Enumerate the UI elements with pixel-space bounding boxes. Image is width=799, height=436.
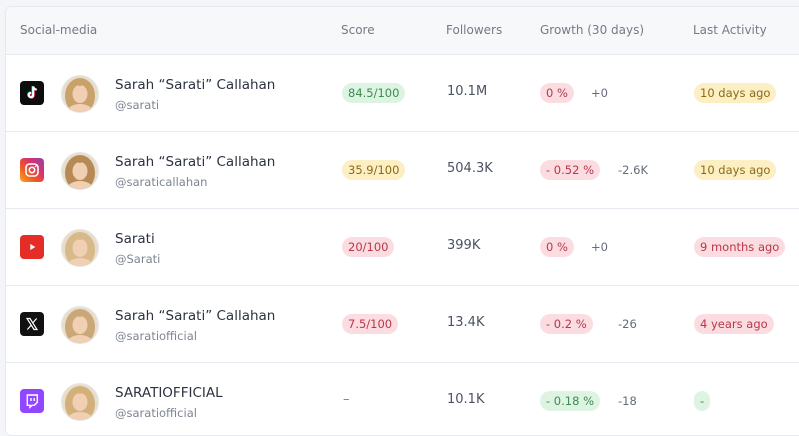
table-row[interactable]: SARATIOFFICIAL @saratiofficial – 10.1K - 0.1…: [6, 363, 799, 435]
avatar: [61, 152, 99, 190]
tiktok-icon: [20, 81, 44, 105]
table-row[interactable]: Sarah “Sarati” Callahan @sarati 84.5/100 10…: [6, 55, 799, 132]
profile-handle[interactable]: @Sarati: [115, 252, 161, 266]
score-empty: –: [343, 392, 350, 407]
avatar: [61, 75, 99, 113]
column-header-score[interactable]: Score: [341, 23, 375, 37]
followers-count: 13.4K: [447, 315, 485, 330]
growth-delta: -2.6K: [618, 163, 648, 177]
growth-badge: - 0.18 %: [540, 391, 600, 411]
column-header-followers[interactable]: Followers: [446, 23, 503, 37]
table-row[interactable]: Sarati @Sarati 20/100 399K 0 % +0 9 months ago: [6, 209, 799, 286]
score-badge: 84.5/100: [342, 83, 406, 103]
social-media-table: Social-media Score Followers Growth (30 …: [5, 6, 799, 436]
profile-handle[interactable]: @saratiofficial: [115, 406, 197, 420]
avatar: [61, 383, 99, 421]
growth-delta: -18: [618, 394, 637, 408]
avatar: [61, 306, 99, 344]
followers-count: 504.3K: [447, 161, 493, 176]
table-header: Social-media Score Followers Growth (30 …: [6, 7, 799, 55]
column-header-growth[interactable]: Growth (30 days): [540, 23, 645, 37]
growth-badge: 0 %: [540, 237, 574, 257]
last-activity-badge: 4 years ago: [694, 314, 774, 334]
table-row[interactable]: Sarah “Sarati” Callahan @saratiofficial 7.…: [6, 286, 799, 363]
table-row[interactable]: Sarah “Sarati” Callahan @saraticallahan 35…: [6, 132, 799, 209]
last-activity-badge: -: [694, 391, 711, 411]
x-icon: [20, 312, 44, 336]
last-activity-badge: 10 days ago: [694, 83, 777, 103]
profile-name[interactable]: Sarah “Sarati” Callahan: [115, 77, 276, 93]
growth-badge: - 0.52 %: [540, 160, 600, 180]
followers-count: 10.1K: [447, 392, 485, 407]
score-badge: 35.9/100: [342, 160, 406, 180]
avatar: [61, 229, 99, 267]
score-badge: 20/100: [342, 237, 395, 257]
growth-delta: -26: [618, 317, 637, 331]
followers-count: 399K: [447, 238, 481, 253]
column-header-social-media[interactable]: Social-media: [20, 23, 98, 37]
followers-count: 10.1M: [447, 84, 488, 99]
twitch-icon: [20, 389, 44, 413]
youtube-icon: [20, 235, 44, 259]
profile-handle[interactable]: @sarati: [115, 98, 160, 112]
profile-handle[interactable]: @saraticallahan: [115, 175, 208, 189]
last-activity-badge: 9 months ago: [694, 237, 786, 257]
profile-name[interactable]: Sarati: [115, 231, 155, 247]
profile-handle[interactable]: @saratiofficial: [115, 329, 197, 343]
last-activity-badge: 10 days ago: [694, 160, 777, 180]
instagram-icon: [20, 158, 44, 182]
profile-name[interactable]: Sarah “Sarati” Callahan: [115, 308, 276, 324]
growth-delta: +0: [591, 86, 608, 100]
growth-badge: - 0.2 %: [540, 314, 593, 334]
profile-name[interactable]: Sarah “Sarati” Callahan: [115, 154, 276, 170]
profile-name[interactable]: SARATIOFFICIAL: [115, 385, 223, 401]
column-header-last-activity[interactable]: Last Activity: [693, 23, 767, 37]
growth-badge: 0 %: [540, 83, 574, 103]
growth-delta: +0: [591, 240, 608, 254]
score-badge: 7.5/100: [342, 314, 399, 334]
